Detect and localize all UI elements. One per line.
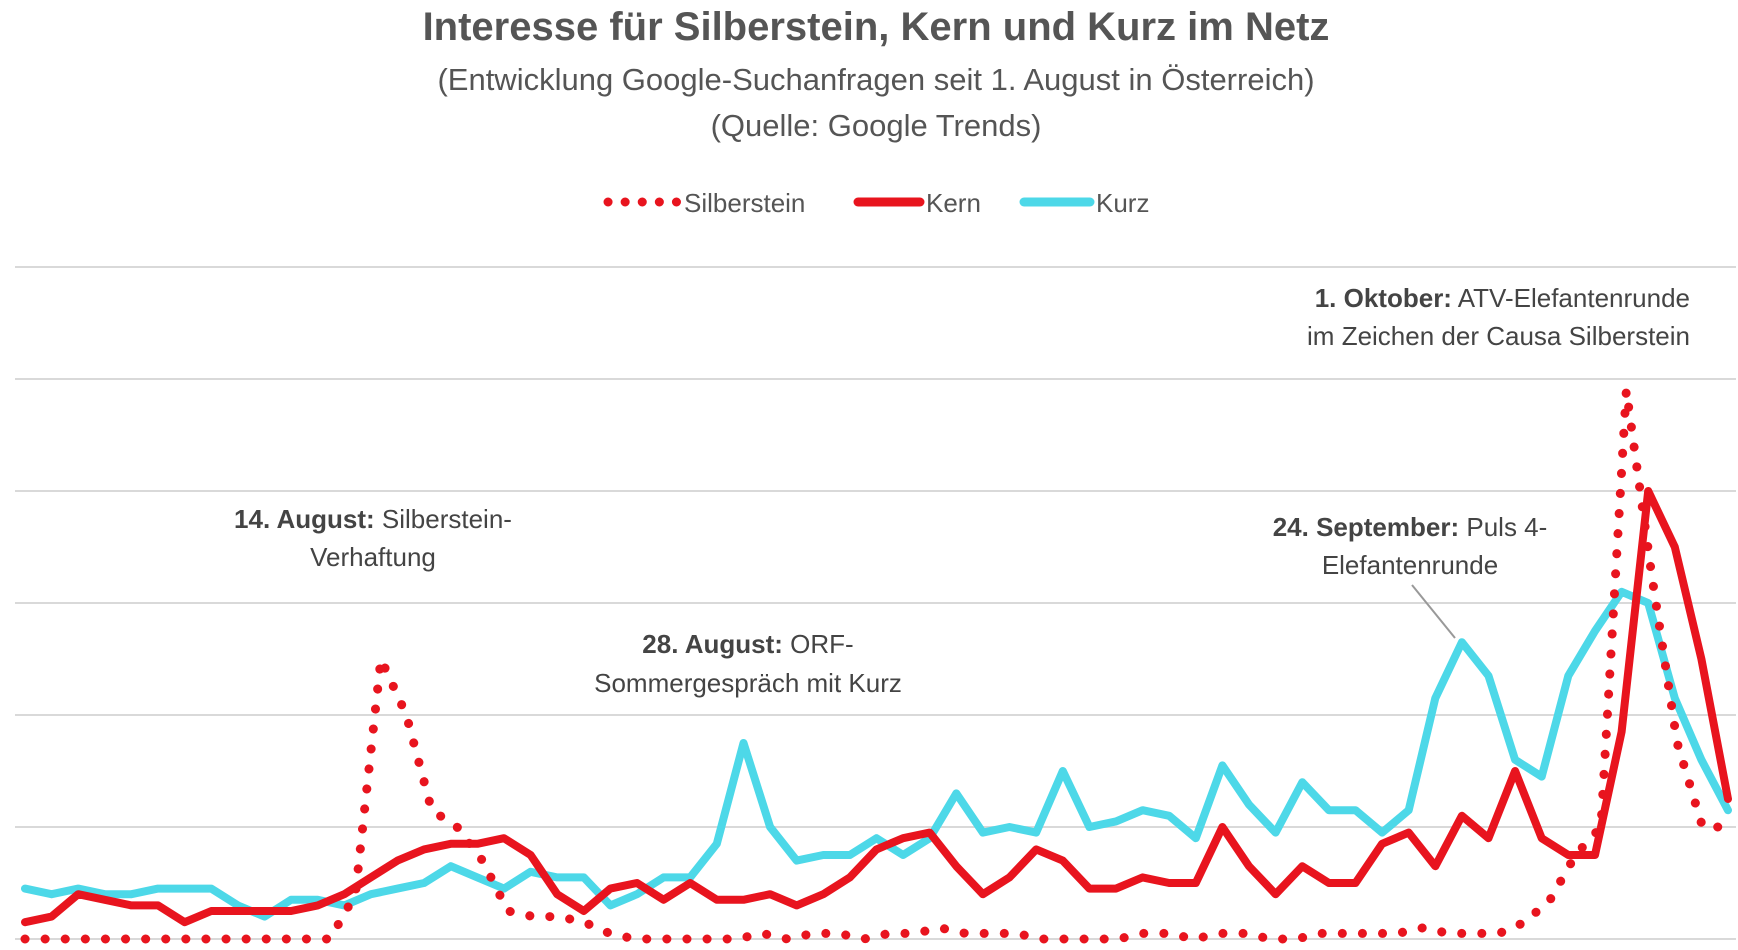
annotation-line2: im Zeichen der Causa Silberstein [1307,321,1690,351]
legend: Silberstein Kern Kurz [603,188,1149,218]
annotation-line2: Elefantenrunde [1322,550,1498,580]
annotation-14-august: 14. August: Silberstein- Verhaftung [234,504,512,572]
annotation-rest: Puls 4- [1466,512,1547,542]
annotation-bold: 28. August: [642,629,783,659]
annotation-bold: 1. Oktober: [1315,283,1452,313]
series-line-kern [21,487,1732,927]
annotation-leader-line [1411,584,1456,639]
chart-title: Interesse für Silberstein, Kern und Kurz… [423,5,1330,49]
gridlines [15,266,1736,940]
chart-subtitle: (Entwicklung Google-Suchanfragen seit 1.… [437,62,1314,97]
series-group [20,389,1733,944]
chart-source: (Quelle: Google Trends) [711,108,1042,143]
series-line-silberstein [20,389,1733,944]
annotation-28-august: 28. August: ORF- Sommergespräch mit Kurz [594,629,902,698]
legend-label-silberstein: Silberstein [684,188,805,218]
annotation-rest: ATV-Elefantenrunde [1458,283,1690,313]
legend-label-kurz: Kurz [1096,188,1149,218]
annotation-text: 1. Oktober: ATV-Elefantenrunde [1315,283,1690,313]
annotation-line2: Verhaftung [310,542,436,572]
annotation-bold: 14. August: [234,504,375,534]
series-line-kurz [21,587,1732,921]
annotation-1-oktober: 1. Oktober: ATV-Elefantenrunde im Zeiche… [1307,283,1690,351]
annotation-24-september: 24. September: Puls 4- Elefantenrunde [1273,512,1548,580]
annotation-text: 28. August: ORF- [642,629,853,659]
legend-label-kern: Kern [926,188,981,218]
annotation-rest: Silberstein- [382,504,512,534]
annotation-text: 14. August: Silberstein- [234,504,512,534]
annotation-rest: ORF- [790,629,854,659]
annotation-text: 24. September: Puls 4- [1273,512,1548,542]
annotation-bold: 24. September: [1273,512,1459,542]
annotation-line2: Sommergespräch mit Kurz [594,668,902,698]
